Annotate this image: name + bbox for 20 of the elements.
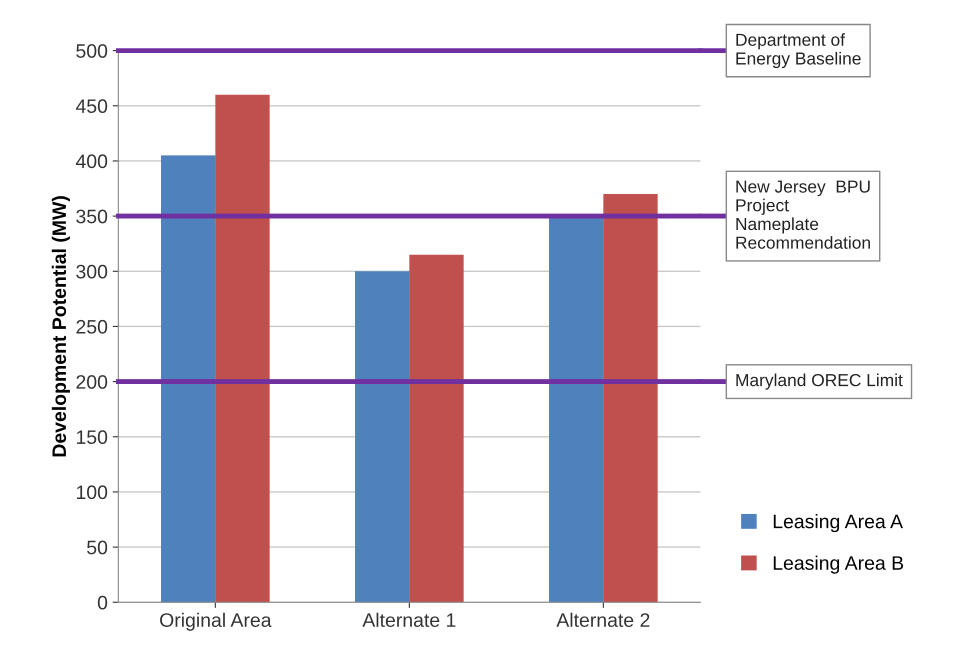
- y-tick-label: 0: [98, 596, 108, 610]
- x-tick-label: Alternate 1: [362, 612, 456, 627]
- ref-line-label: Department of Energy Baseline: [736, 33, 861, 68]
- y-tick-label: 500: [76, 44, 108, 58]
- ref-line-label: New Jersey BPU Project Nameplate Recommendation: [736, 180, 870, 249]
- y-tick-label: 100: [76, 485, 108, 500]
- y-tick-label: 350: [76, 210, 108, 224]
- x-tick-label: Original Area: [160, 612, 272, 631]
- legend-label: Leasing Area A: [774, 514, 904, 532]
- y-axis-title: Development Potential (MW): [52, 196, 70, 456]
- legend-label: Leasing Area B: [774, 556, 904, 574]
- y-tick-label: 450: [76, 99, 108, 114]
- y-tick-label: 150: [76, 430, 108, 444]
- y-tick-label: 250: [76, 320, 108, 334]
- y-tick-label: 400: [76, 154, 108, 168]
- x-tick-label: Alternate 2: [556, 612, 650, 627]
- y-tick-label: 300: [76, 264, 108, 279]
- y-tick-label: 200: [76, 375, 108, 389]
- y-tick-label: 50: [87, 540, 108, 554]
- ref-line-label: Maryland OREC Limit: [736, 374, 903, 390]
